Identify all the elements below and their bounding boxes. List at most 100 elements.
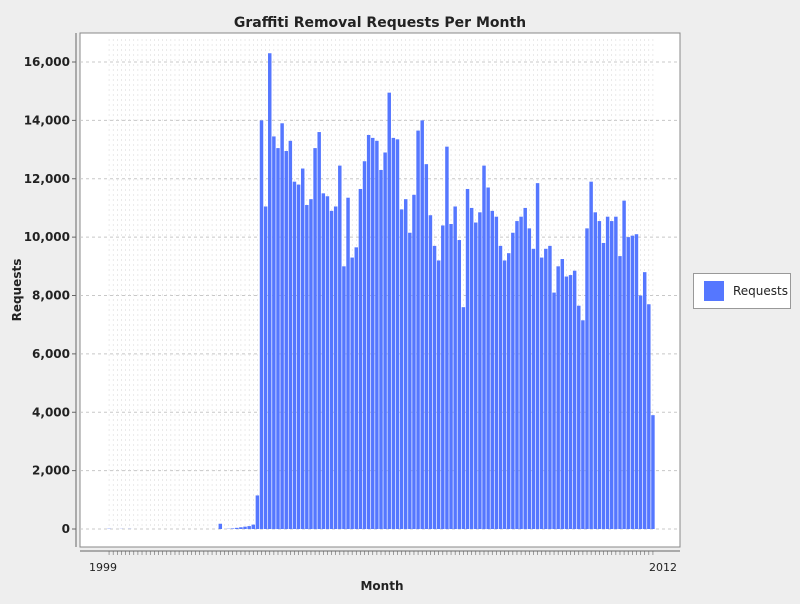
legend-label-requests: Requests: [733, 284, 788, 298]
bar: [317, 132, 320, 529]
bar: [614, 217, 617, 529]
bar: [569, 275, 572, 529]
bar: [486, 188, 489, 529]
bar: [499, 246, 502, 529]
bar: [565, 277, 568, 529]
bar: [433, 246, 436, 529]
y-tick-label: 12,000: [24, 172, 70, 186]
y-tick-label: 8,000: [32, 289, 70, 303]
bar: [453, 206, 456, 529]
bar: [334, 206, 337, 529]
bar: [301, 169, 304, 529]
bar: [643, 272, 646, 529]
y-axis-title: Requests: [10, 259, 24, 322]
bar: [523, 208, 526, 529]
bar: [371, 138, 374, 529]
bar: [577, 306, 580, 529]
bar: [268, 53, 271, 529]
bar: [420, 120, 423, 529]
bar: [536, 183, 539, 529]
bar: [346, 198, 349, 529]
bar: [594, 212, 597, 529]
bar: [437, 260, 440, 529]
bar: [305, 205, 308, 529]
bar: [276, 148, 279, 529]
bar: [280, 123, 283, 529]
bar: [544, 249, 547, 529]
bar: [256, 495, 259, 529]
bar: [474, 223, 477, 529]
x-axis-title: Month: [360, 579, 403, 593]
bar: [392, 138, 395, 529]
bar: [651, 415, 654, 529]
bar: [330, 211, 333, 529]
bar: [297, 185, 300, 529]
x-axis-ticks: 1999 2012: [89, 551, 677, 574]
bar: [359, 189, 362, 529]
bar: [239, 527, 242, 529]
bar: [532, 249, 535, 529]
y-tick-label: 0: [62, 522, 70, 536]
chart-title: Graffiti Removal Requests Per Month: [234, 15, 526, 31]
bar: [602, 243, 605, 529]
bar: [429, 215, 432, 529]
bar: [495, 217, 498, 529]
bar: [272, 136, 275, 529]
bar: [326, 196, 329, 529]
bar: [503, 260, 506, 529]
x-tick-label: 1999: [89, 561, 117, 574]
bar: [540, 258, 543, 529]
bar: [445, 147, 448, 529]
bar: [511, 233, 514, 529]
bar: [219, 524, 222, 529]
legend: Requests: [693, 273, 791, 309]
bar: [573, 271, 576, 529]
bar: [548, 246, 551, 529]
bar: [528, 228, 531, 529]
bar: [350, 258, 353, 529]
bar: [552, 293, 555, 529]
bar: [631, 236, 634, 529]
y-tick-label: 16,000: [24, 55, 70, 69]
bar: [243, 527, 246, 529]
bar: [458, 240, 461, 529]
bar: [379, 170, 382, 529]
bar: [466, 189, 469, 529]
bar: [606, 217, 609, 529]
bar: [416, 131, 419, 529]
bar: [622, 201, 625, 529]
bar: [375, 141, 378, 529]
bar: [247, 526, 250, 529]
bar: [478, 212, 481, 529]
bar: [309, 199, 312, 529]
bar: [581, 320, 584, 529]
bar: [338, 166, 341, 529]
bar: [289, 141, 292, 529]
bar: [507, 253, 510, 529]
legend-swatch-requests: [704, 281, 724, 301]
bar: [400, 209, 403, 529]
y-tick-label: 2,000: [32, 464, 70, 478]
bar: [231, 528, 234, 529]
bar: [515, 221, 518, 529]
bar: [647, 304, 650, 529]
x-tick-label: 2012: [649, 561, 677, 574]
bar: [491, 211, 494, 529]
bar: [342, 266, 345, 529]
bar: [355, 247, 358, 529]
bar: [425, 164, 428, 529]
bar: [252, 525, 255, 529]
bar: [363, 161, 366, 529]
y-axis-ticks: 02,0004,0006,0008,00010,00012,00014,0001…: [24, 55, 76, 536]
bar: [626, 237, 629, 529]
bar: [260, 120, 263, 529]
bar: [449, 224, 452, 529]
bar: [519, 217, 522, 529]
bar: [462, 307, 465, 529]
bar: [412, 195, 415, 529]
bar: [470, 208, 473, 529]
bar: [598, 221, 601, 529]
bar: [313, 148, 316, 529]
